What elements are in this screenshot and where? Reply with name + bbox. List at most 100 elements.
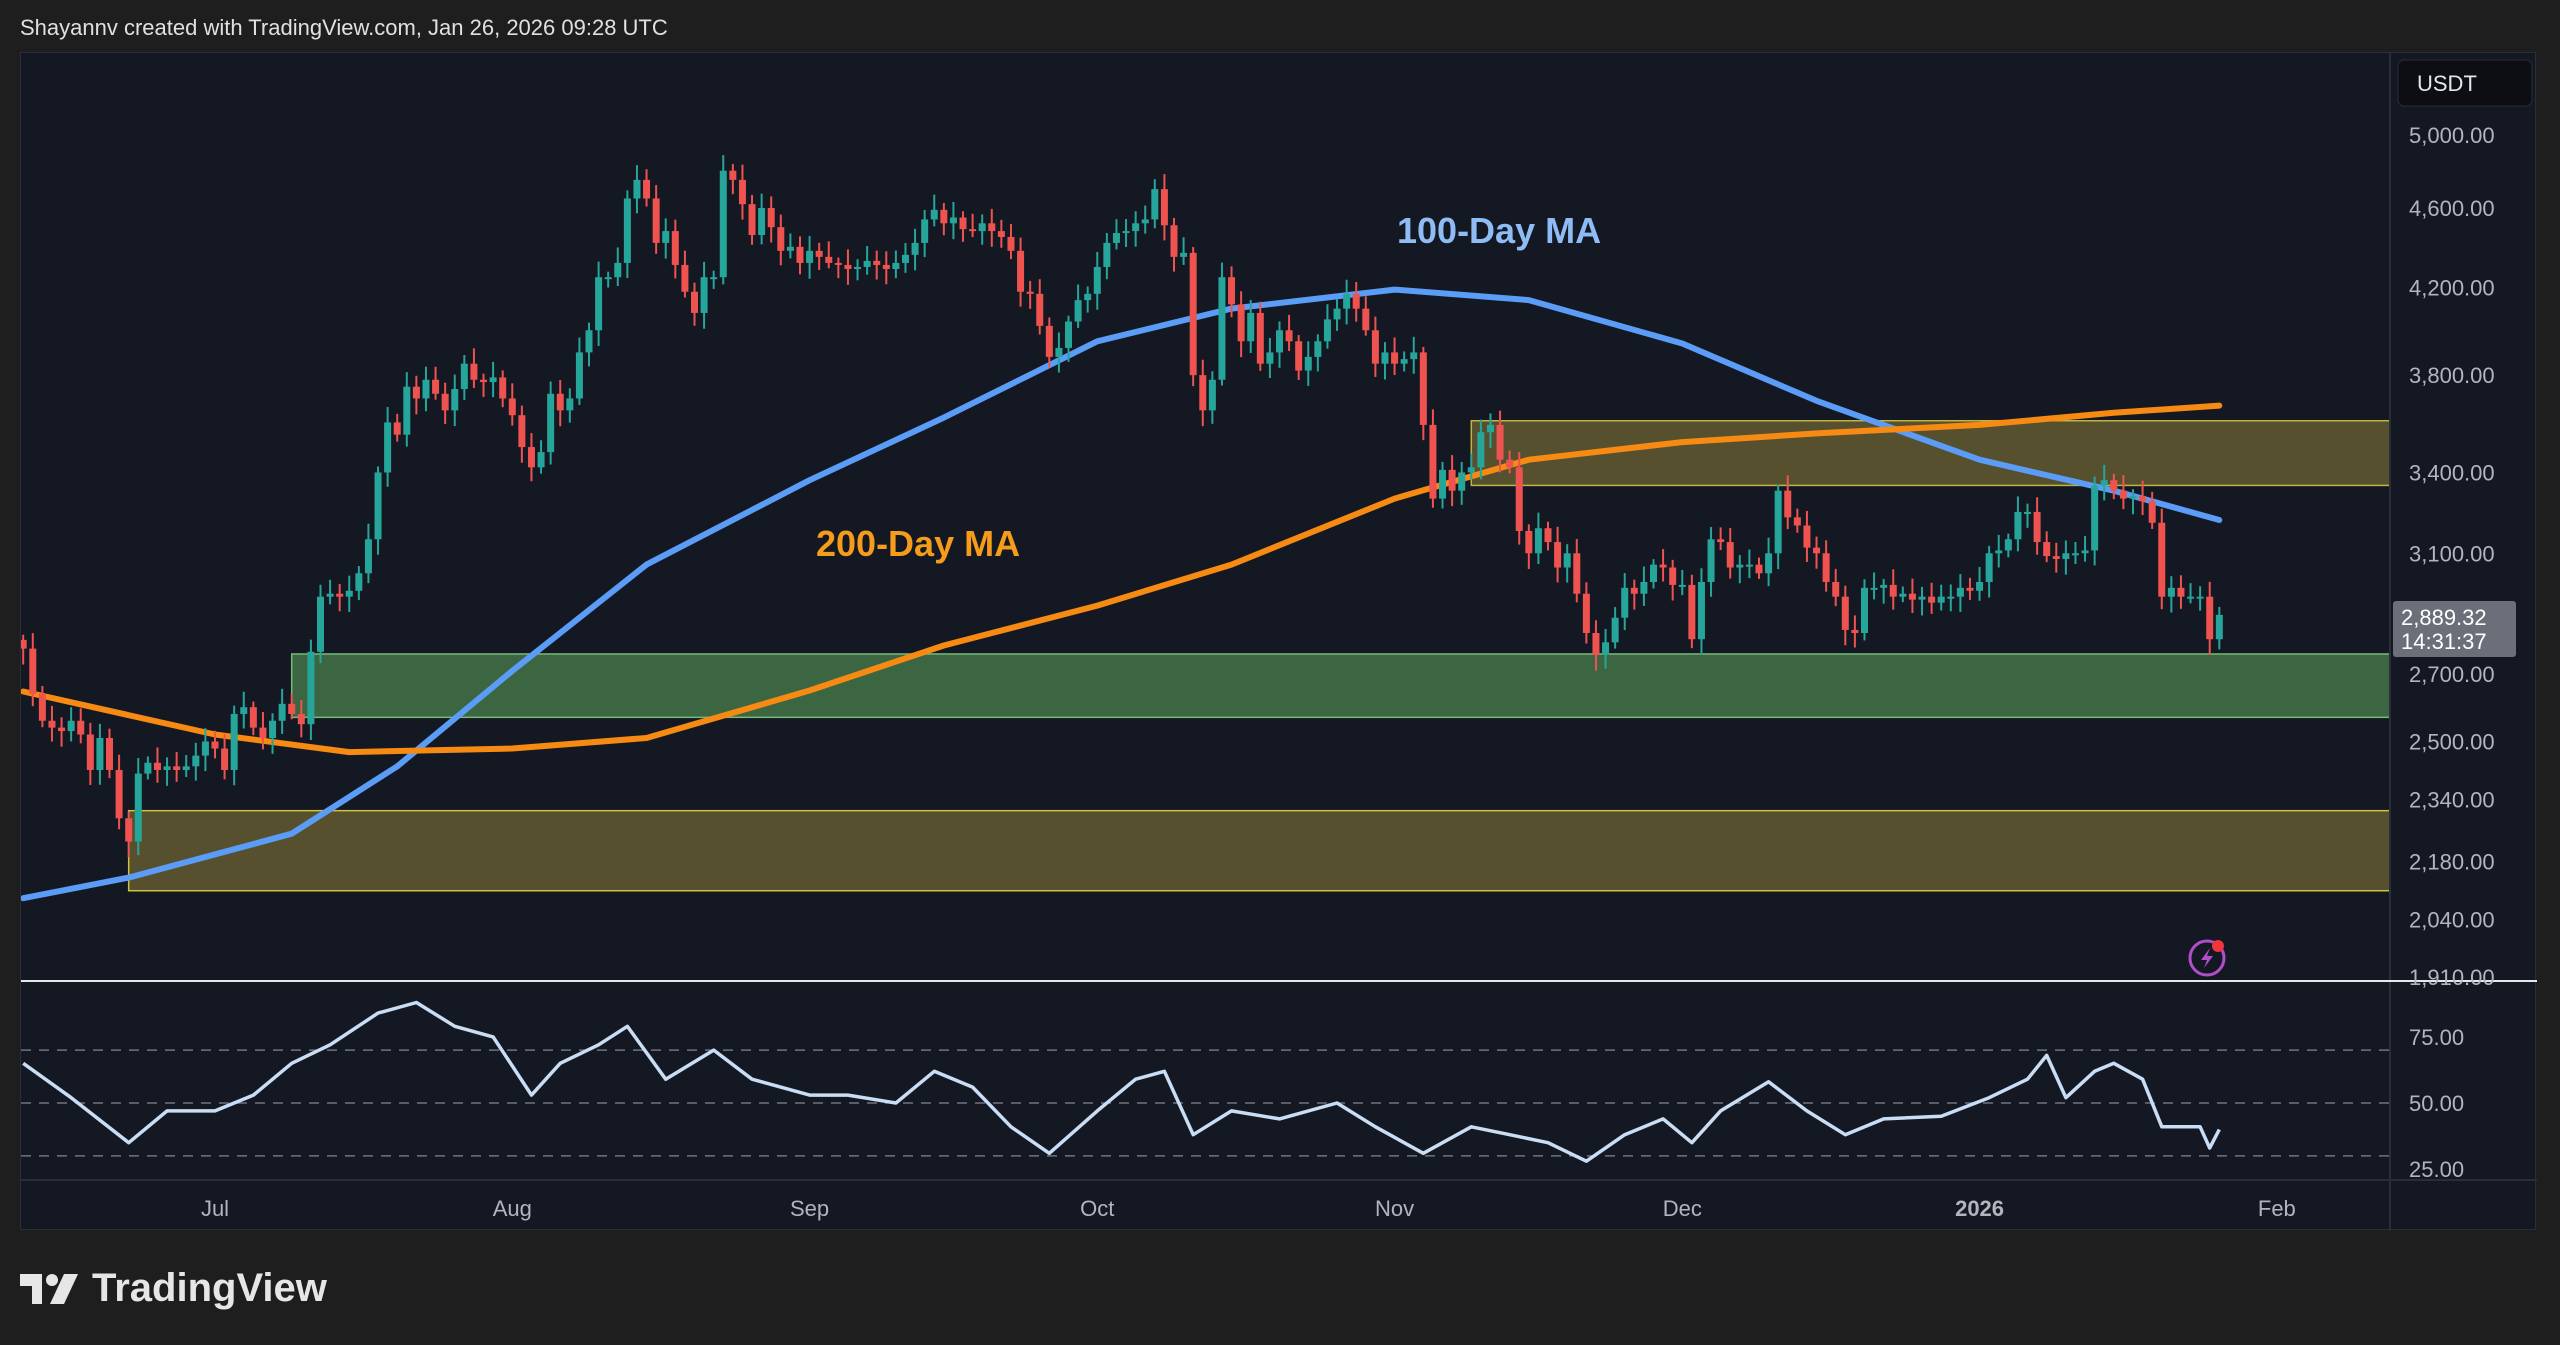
last-price-value: 2,889.32 bbox=[2401, 605, 2487, 630]
icon-bolt bbox=[2201, 948, 2213, 968]
candle-body bbox=[412, 386, 420, 399]
ma200-label: 200-Day MA bbox=[816, 523, 1020, 564]
candle-body bbox=[1774, 490, 1782, 554]
candle-body bbox=[815, 250, 823, 257]
candle-body bbox=[393, 422, 401, 435]
candle bbox=[345, 575, 353, 612]
candle bbox=[1333, 299, 1341, 331]
chart-panel[interactable]: 100-Day MA 200-Day MA 5,000.00 4,600.00 4,20… bbox=[20, 52, 2537, 1231]
candle bbox=[125, 811, 133, 858]
ma200-line bbox=[21, 402, 2223, 756]
candle bbox=[834, 257, 842, 279]
candle-body bbox=[326, 593, 334, 597]
last-price-badge bbox=[2393, 601, 2516, 657]
candle-countdown: 14:31:37 bbox=[2401, 629, 2487, 654]
candle bbox=[249, 701, 257, 736]
candle-body bbox=[652, 198, 660, 243]
candle-body bbox=[1419, 352, 1427, 425]
candle-body bbox=[978, 223, 986, 232]
candle bbox=[1515, 452, 1523, 545]
candle-body bbox=[2091, 485, 2099, 551]
candle bbox=[1160, 174, 1168, 241]
candle bbox=[911, 228, 919, 271]
candle bbox=[930, 194, 938, 227]
candle bbox=[1429, 409, 1437, 508]
candle-body bbox=[1592, 633, 1600, 655]
candle bbox=[1419, 347, 1427, 441]
candle bbox=[1400, 351, 1408, 372]
candle-body bbox=[2167, 587, 2175, 597]
candle bbox=[1055, 332, 1063, 373]
candle-body bbox=[623, 198, 631, 263]
candle bbox=[1928, 582, 1936, 614]
candle bbox=[221, 733, 229, 780]
candle-body bbox=[873, 260, 881, 265]
candle-body bbox=[1381, 352, 1389, 364]
candle-body bbox=[1429, 424, 1437, 499]
candle bbox=[1036, 279, 1044, 335]
candle bbox=[1458, 461, 1466, 505]
candle-body bbox=[2062, 553, 2070, 559]
candle-body bbox=[1650, 564, 1657, 582]
candle-body bbox=[374, 472, 382, 540]
candle-body bbox=[767, 207, 775, 228]
candle-body bbox=[153, 762, 161, 770]
rsi-tick-label: 50.00 bbox=[2409, 1091, 2464, 1116]
price-tick-label: 3,800.00 bbox=[2409, 363, 2495, 388]
candle bbox=[518, 405, 526, 463]
candle bbox=[566, 388, 574, 423]
candle-body bbox=[825, 256, 833, 263]
candle-body bbox=[1899, 593, 1907, 597]
candle bbox=[508, 383, 516, 426]
price-chart[interactable]: 100-Day MA 200-Day MA 5,000.00 4,600.00 4,20… bbox=[21, 53, 2537, 1231]
candle bbox=[1678, 569, 1686, 596]
candle bbox=[1918, 586, 1926, 616]
candle bbox=[1688, 574, 1696, 649]
candle bbox=[1180, 237, 1188, 265]
candle bbox=[652, 185, 660, 254]
lightning-bolt-icon[interactable] bbox=[2188, 939, 2226, 977]
candle-body bbox=[1995, 550, 2003, 554]
candle-body bbox=[1486, 424, 1494, 433]
candle bbox=[719, 155, 727, 285]
candle-body bbox=[1688, 584, 1696, 640]
candle bbox=[1093, 251, 1101, 310]
candle bbox=[192, 742, 200, 781]
candle bbox=[499, 370, 507, 408]
candle-body bbox=[2024, 511, 2032, 514]
price-tick-label: 1,910.00 bbox=[2409, 965, 2495, 990]
candle bbox=[2187, 583, 2195, 604]
candle-body bbox=[441, 393, 449, 411]
candle-body bbox=[460, 363, 468, 390]
candle-body bbox=[1717, 539, 1725, 543]
candle bbox=[1592, 620, 1600, 671]
candle-body bbox=[1822, 553, 1830, 582]
candle-body bbox=[1477, 432, 1485, 468]
candle-body bbox=[1352, 293, 1360, 309]
candle bbox=[106, 728, 114, 779]
time-tick-label: Feb bbox=[2258, 1196, 2296, 1221]
candle-body bbox=[1084, 293, 1092, 301]
candle-body bbox=[1784, 490, 1792, 518]
candle bbox=[623, 190, 631, 279]
candle-body bbox=[882, 264, 890, 270]
candle-body bbox=[432, 379, 440, 394]
candle bbox=[815, 242, 823, 270]
candle-body bbox=[1333, 308, 1341, 320]
candle bbox=[1065, 315, 1073, 362]
tradingview-logo-icon bbox=[20, 1273, 78, 1304]
candle bbox=[1563, 544, 1571, 583]
candle-body bbox=[1525, 530, 1533, 554]
candle bbox=[2052, 542, 2060, 573]
candle bbox=[988, 208, 996, 247]
candle bbox=[547, 381, 555, 465]
candle-body bbox=[844, 264, 852, 270]
candle bbox=[1343, 279, 1351, 325]
candle-body bbox=[1007, 236, 1015, 251]
candle bbox=[1736, 555, 1744, 584]
currency-button[interactable] bbox=[2397, 59, 2533, 107]
candle-body bbox=[940, 209, 948, 224]
candle-body bbox=[1074, 300, 1082, 322]
candle-body bbox=[662, 231, 670, 243]
logo-text: TradingView bbox=[92, 1266, 327, 1310]
